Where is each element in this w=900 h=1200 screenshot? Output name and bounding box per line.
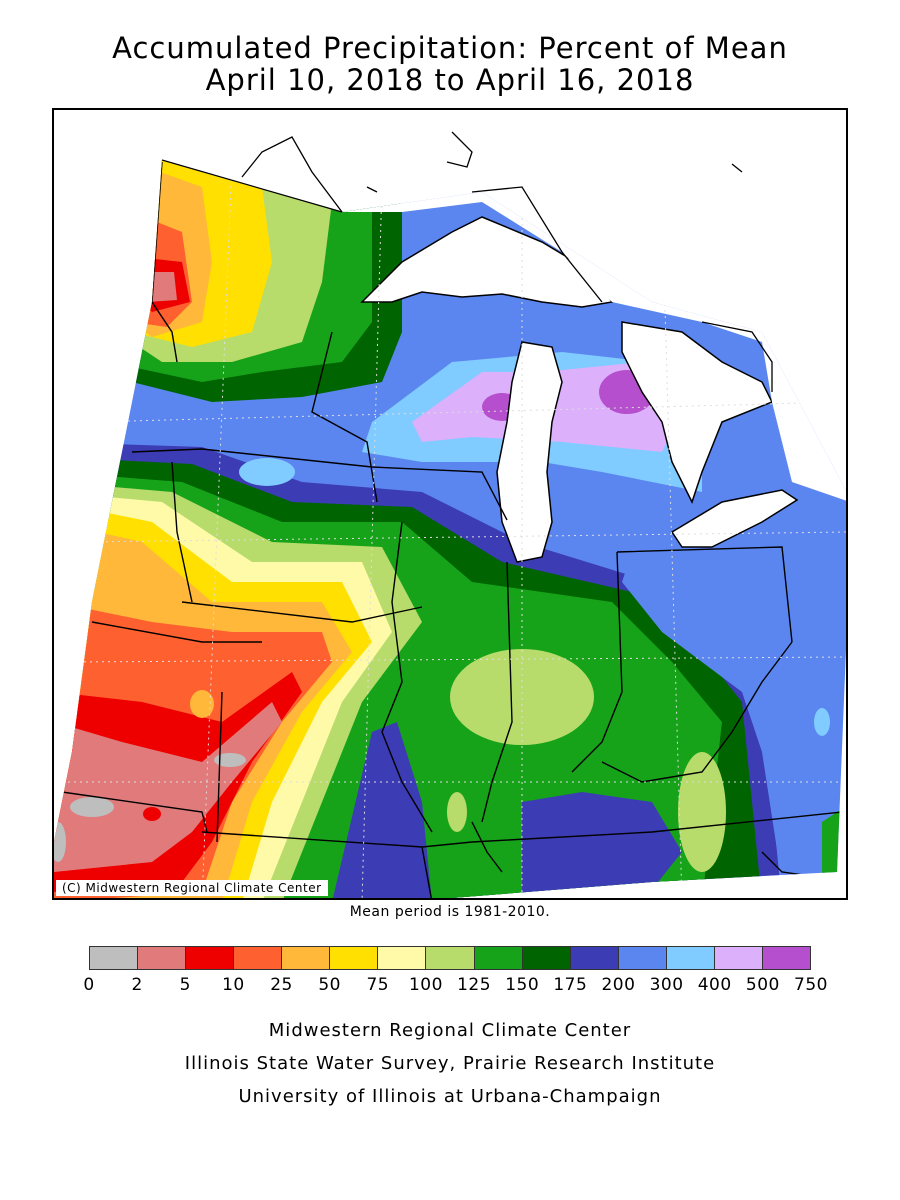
legend-tick-label: 200: [601, 975, 636, 995]
legend-swatch: [90, 947, 139, 969]
legend-swatch: [186, 947, 235, 969]
precip-zone-pink-nw: [142, 272, 177, 302]
legend-swatch: [282, 947, 331, 969]
precip-zone-light-green-south: [447, 792, 467, 832]
precip-zone-dark-blue-southeast: [522, 792, 682, 898]
legend-swatch: [474, 947, 523, 969]
precip-zone-orange-sw-spot: [190, 690, 214, 718]
precip-zone-light-blue-iowa: [239, 458, 295, 486]
legend-swatch: [714, 947, 763, 969]
lake-superior: [360, 216, 614, 308]
legend-tick-label: 400: [697, 975, 732, 995]
credit-survey: Illinois State Water Survey, Prairie Res…: [184, 1053, 716, 1074]
credit-university: University of Illinois at Urbana-Champai…: [238, 1086, 662, 1107]
grid-lines: [62, 161, 846, 898]
lake-michigan: [496, 341, 563, 563]
precip-zone-light-green-southeast: [678, 752, 726, 872]
precip-zone-light-blue-east-edge: [814, 708, 830, 736]
copyright-notice: (C) Midwestern Regional Climate Center: [56, 880, 328, 896]
credit-org: Midwestern Regional Climate Center: [268, 1020, 632, 1041]
canada-outline: [241, 131, 773, 392]
map-date-range: April 10, 2018 to April 16, 2018: [205, 63, 695, 97]
legend-swatch: [666, 947, 715, 969]
legend-tick-label: 100: [408, 975, 443, 995]
precip-zone-pink-sw: [54, 702, 282, 872]
legend-tick-label: 25: [270, 975, 293, 995]
legend-tick-label: 125: [457, 975, 492, 995]
precip-zone-gray-sw-2: [214, 753, 246, 767]
legend-tick-label: 0: [83, 975, 95, 995]
legend-tick-label: 300: [649, 975, 684, 995]
precip-zone-gray-sw-1: [70, 797, 114, 817]
legend-tick-label: 2: [131, 975, 143, 995]
precip-zone-light-green-central: [450, 649, 594, 745]
precip-zone-blue-east: [622, 512, 832, 882]
mean-period-note: Mean period is 1981-2010.: [349, 904, 551, 920]
map-canvas: [54, 131, 846, 898]
legend-swatch: [330, 947, 379, 969]
lake-erie: [670, 489, 799, 548]
legend-swatch: [522, 947, 571, 969]
legend-swatch: [426, 947, 475, 969]
legend-swatch: [762, 947, 810, 969]
precip-zone-gray-sw-edge: [54, 822, 66, 862]
lake-huron: [621, 321, 774, 504]
precipitation-map: (C) Midwestern Regional Climate Center: [52, 108, 848, 900]
legend-tick-label: 5: [179, 975, 191, 995]
legend-swatch: [378, 947, 427, 969]
legend-tick-label: 500: [745, 975, 780, 995]
color-scale-legend: [89, 946, 811, 970]
color-scale-labels: 0 2 5 10 25 50 75 100 125 150 175 200 300 400 500 750: [83, 975, 827, 997]
map-title: Accumulated Precipitation: Percent of Me…: [112, 31, 788, 65]
state-borders: [61, 161, 846, 898]
legend-tick-label: 175: [553, 975, 588, 995]
precip-zone-red-sw-spot: [143, 807, 161, 821]
legend-swatch: [570, 947, 619, 969]
legend-tick-label: 75: [366, 975, 390, 995]
legend-swatch: [138, 947, 187, 969]
legend-tick-label: 10: [222, 975, 245, 995]
precip-zone-dark-blue-south: [332, 722, 432, 898]
legend-tick-label: 50: [318, 975, 341, 995]
legend-tick-label: 150: [505, 975, 540, 995]
legend-swatch: [234, 947, 283, 969]
legend-swatch: [618, 947, 667, 969]
domain-outline: [161, 159, 343, 213]
legend-tick-label: 750: [794, 975, 828, 995]
